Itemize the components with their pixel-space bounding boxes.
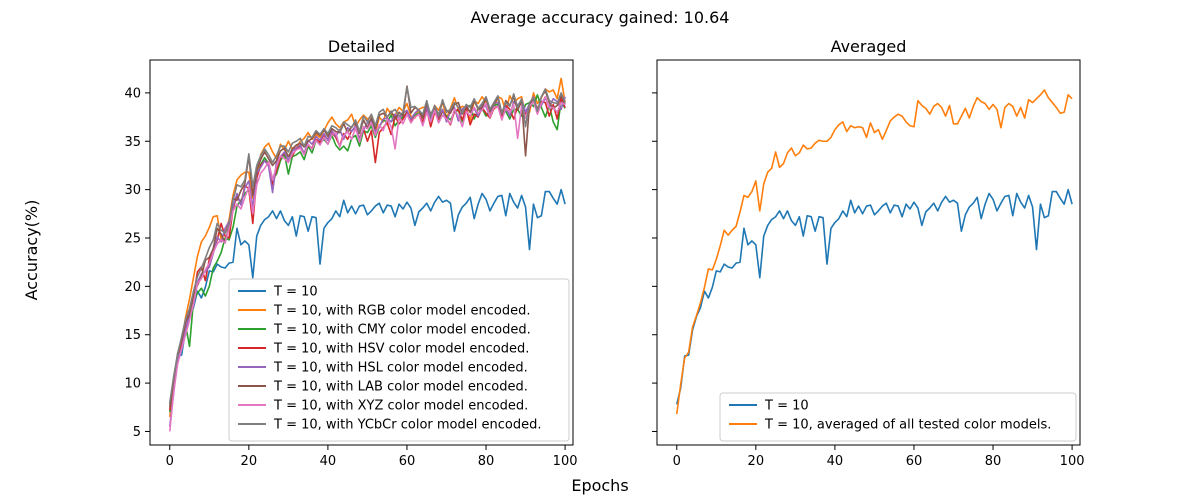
x-tick-label-detailed-20: 20 bbox=[241, 454, 258, 469]
y-tick-label-detailed-5: 5 bbox=[133, 425, 141, 440]
x-tick-label-averaged-80: 80 bbox=[985, 454, 1002, 469]
legend-detailed: T = 10 T = 10, with RGB color model encod… bbox=[228, 278, 570, 442]
x-tick-label-detailed-100: 100 bbox=[553, 454, 578, 469]
legend-frame-averaged bbox=[719, 392, 1077, 442]
legend-label-detailed-4: T = 10, with HSL color model encoded. bbox=[273, 361, 528, 376]
y-tick-label-detailed-25: 25 bbox=[124, 231, 141, 246]
axes-averaged: Averaged 0 20 40 60 80 100 T = 10 T = 10, averag… bbox=[652, 37, 1085, 469]
x-tick-label-averaged-20: 20 bbox=[748, 454, 765, 469]
series-line-averaged-0 bbox=[675, 188, 1073, 405]
series-line-detailed-0 bbox=[168, 188, 566, 405]
series-line-detailed-6 bbox=[168, 95, 566, 432]
y-tick-label-detailed-35: 35 bbox=[124, 135, 141, 150]
legend-label-detailed-7: T = 10, with YCbCr color model encoded. bbox=[273, 418, 541, 433]
y-tick-label-detailed-30: 30 bbox=[124, 183, 141, 198]
x-tick-label-detailed-40: 40 bbox=[320, 454, 337, 469]
y-tick-label-detailed-10: 10 bbox=[124, 377, 141, 392]
y-tick-label-detailed-15: 15 bbox=[124, 328, 141, 343]
legend-label-detailed-3: T = 10, with HSV color model encoded. bbox=[273, 342, 529, 357]
legend-label-averaged-0: T = 10 bbox=[764, 399, 809, 414]
legend-frame-detailed bbox=[228, 278, 570, 442]
x-tick-label-detailed-0: 0 bbox=[166, 454, 174, 469]
legend-label-detailed-1: T = 10, with RGB color model encoded. bbox=[273, 304, 531, 319]
legend-label-detailed-0: T = 10 bbox=[273, 285, 318, 300]
x-tick-label-averaged-100: 100 bbox=[1060, 454, 1085, 469]
legend-label-averaged-1: T = 10, averaged of all tested color mod… bbox=[764, 418, 1051, 433]
x-tick-label-averaged-0: 0 bbox=[673, 454, 681, 469]
x-tick-label-averaged-60: 60 bbox=[906, 454, 923, 469]
y-tick-label-detailed-20: 20 bbox=[124, 280, 141, 295]
series-line-detailed-7 bbox=[168, 86, 566, 403]
legend-averaged: T = 10 T = 10, averaged of all tested col… bbox=[719, 392, 1077, 442]
legend-label-detailed-2: T = 10, with CMY color model encoded. bbox=[273, 323, 531, 338]
series-line-averaged-1 bbox=[675, 89, 1073, 415]
series-line-detailed-1 bbox=[168, 77, 566, 418]
x-tick-label-detailed-60: 60 bbox=[399, 454, 416, 469]
figure-ylabel: Accuracy(%) bbox=[22, 200, 41, 301]
axes-frame-detailed bbox=[149, 59, 574, 446]
axes-title-averaged: Averaged bbox=[831, 37, 907, 56]
axes-detailed: Detailed 0 20 40 60 80 100 5 10 15 20 25 30 35 40 T = 1… bbox=[124, 37, 577, 469]
figure-xlabel: Epochs bbox=[571, 476, 628, 495]
axes-frame-averaged bbox=[656, 59, 1081, 446]
x-tick-label-averaged-40: 40 bbox=[827, 454, 844, 469]
legend-label-detailed-5: T = 10, with LAB color model encoded. bbox=[273, 380, 528, 395]
axes-title-detailed: Detailed bbox=[328, 37, 395, 56]
y-tick-label-detailed-40: 40 bbox=[124, 86, 141, 101]
legend-label-detailed-6: T = 10, with XYZ color model encoded. bbox=[273, 399, 528, 414]
x-tick-label-detailed-80: 80 bbox=[478, 454, 495, 469]
figure-suptitle: Average accuracy gained: 10.64 bbox=[471, 8, 730, 27]
